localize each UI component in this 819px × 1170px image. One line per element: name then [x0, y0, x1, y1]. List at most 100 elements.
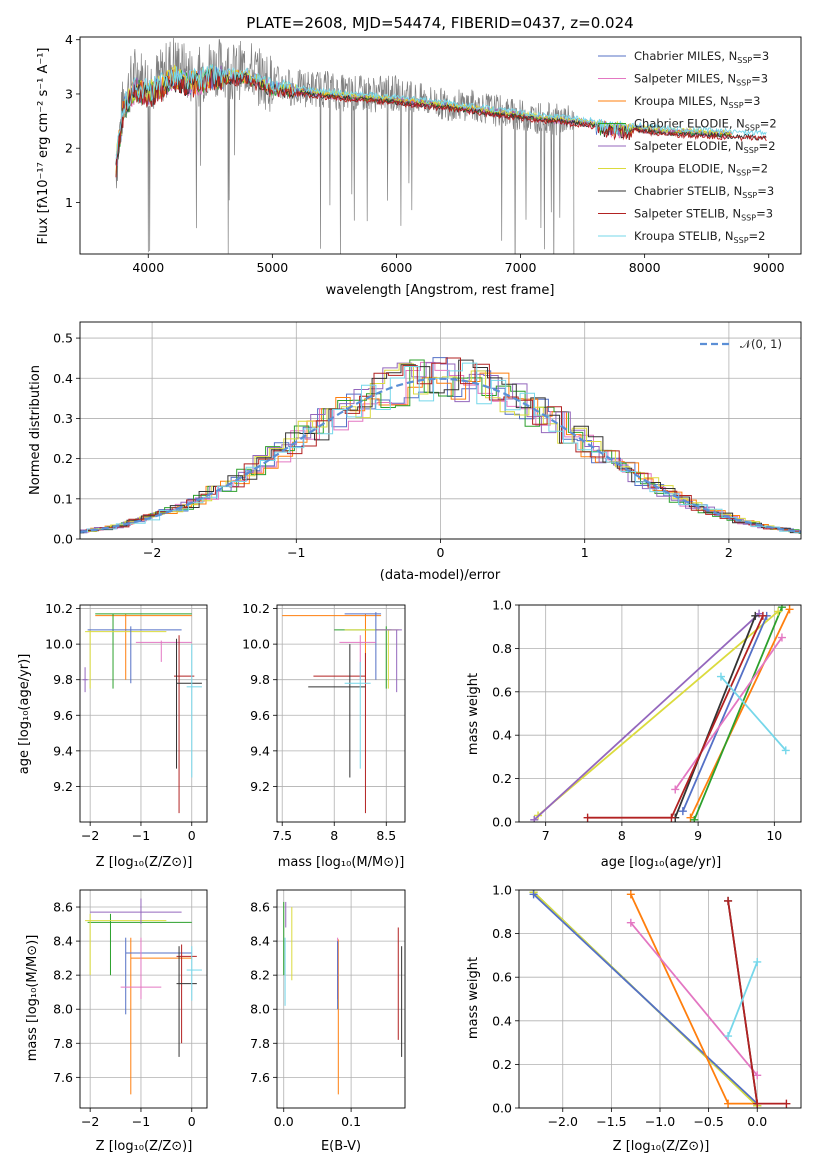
ebv-mass-plot-area — [283, 901, 403, 1095]
weight-line — [693, 606, 783, 821]
mass-age-xtick-label: 8 — [330, 828, 338, 843]
z-mass-xtick-label: −1 — [132, 1114, 150, 1129]
residuals-plot-area — [80, 357, 801, 534]
legend-entry: Kroupa MILES, NSSP=3 — [634, 94, 760, 110]
mass-age-xlabel: mass [log₁₀(M/M⊙)] — [278, 855, 405, 870]
residuals-xtick-label: 1 — [581, 545, 589, 560]
legend-entry: Chabrier ELODIE, NSSP=2 — [634, 117, 777, 133]
chart-title: PLATE=2608, MJD=54474, FIBERID=0437, z=0… — [246, 14, 633, 32]
z-mass-ytick-label: 7.8 — [53, 1036, 73, 1051]
weight-line — [674, 636, 783, 791]
mass-age-ytick-label: 9.2 — [250, 779, 270, 794]
weight-marker — [724, 1099, 733, 1108]
residuals-frame — [79, 321, 802, 540]
legend-entry: Kroupa ELODIE, NSSP=2 — [634, 162, 768, 178]
mass-age-ytick-label: 10.0 — [242, 637, 270, 652]
z-age-axes: −2 −1 0 9.2 9.4 9.6 9.8 10.0 10.2 — [45, 601, 207, 843]
z-weight-xtick-label: −1.0 — [645, 1114, 675, 1129]
age-weight-ytick-label: 0.8 — [492, 641, 512, 656]
weight-marker — [774, 607, 783, 616]
age-weight-ytick-label: 0.6 — [492, 684, 512, 699]
weight-marker — [583, 813, 592, 822]
ebv-mass-ytick-label: 7.8 — [250, 1036, 270, 1051]
weight-marker — [690, 815, 699, 822]
weight-marker — [753, 1099, 762, 1108]
spectrum-xtick-label: 4000 — [132, 260, 164, 275]
z-age-plot-area — [82, 613, 202, 814]
age-weight-ylabel: mass weight — [466, 673, 481, 755]
mass-age-xtick-label: 8.5 — [376, 828, 396, 843]
weight-marker — [777, 605, 786, 612]
z-weight-ytick-label: 0.6 — [492, 970, 512, 985]
z-age-xlabel: Z [log₁₀(Z/Z⊙)] — [96, 855, 193, 870]
residuals-xtick-label: 0 — [437, 545, 445, 560]
weight-line — [674, 615, 757, 819]
age-weight-plot-area — [530, 605, 794, 822]
age-weight-xtick-label: 8 — [618, 828, 626, 843]
weight-marker — [751, 611, 760, 620]
age-weight-xtick-label: 7 — [542, 828, 550, 843]
z-weight-ytick-label: 0.0 — [492, 1101, 512, 1116]
z-mass-ytick-label: 8.4 — [53, 934, 73, 949]
z-mass-axes: −2 −1 0 7.6 7.8 8.0 8.2 8.4 8.6 — [53, 890, 207, 1129]
spectrum-legend: Chabrier MILES, NSSP=3 Salpeter MILES, NS… — [598, 49, 777, 245]
weight-marker — [724, 1032, 733, 1041]
weight-marker — [671, 785, 680, 794]
z-mass-ytick-label: 8.2 — [53, 968, 73, 983]
ebv-mass-xtick-label: 0.1 — [341, 1114, 361, 1129]
residuals-axes: −2 −1 0 1 2 0.0 0.1 0.2 0.3 0.4 0.5 — [53, 322, 801, 560]
z-mass-ytick-label: 8.0 — [53, 1002, 73, 1017]
legend-entry: Salpeter STELIB, NSSP=3 — [634, 207, 773, 223]
weight-marker — [753, 1071, 762, 1080]
z-mass-ytick-label: 8.6 — [53, 900, 73, 915]
z-weight-plot-area — [529, 890, 791, 1108]
z-age-ytick-label: 10.2 — [45, 601, 73, 616]
spectrum-frame — [79, 36, 802, 255]
weight-line — [682, 615, 768, 812]
ebv-mass-xlabel: E(B-V) — [321, 1139, 361, 1154]
spectrum-ylabel: Flux [fλ10⁻¹⁷ erg cm⁻² s⁻¹ A⁻¹] — [36, 48, 51, 245]
mass-age-ytick-label: 10.2 — [242, 601, 270, 616]
spectrum-data-line — [115, 37, 575, 254]
weight-marker — [667, 813, 676, 822]
residuals-ytick-label: 0.1 — [53, 491, 73, 506]
residuals-ytick-label: 0.0 — [53, 532, 73, 547]
spectrum-model-line — [115, 69, 767, 178]
z-age-xtick-label: −1 — [132, 828, 150, 843]
z-mass-ytick-label: 7.6 — [53, 1070, 73, 1085]
residual-histogram — [80, 362, 801, 534]
residual-histogram — [80, 362, 801, 533]
weight-marker — [626, 890, 635, 899]
weight-line — [720, 676, 787, 751]
z-weight-ytick-label: 1.0 — [492, 883, 512, 898]
z-age-ytick-label: 9.6 — [53, 708, 73, 723]
age-weight-xtick-label: 9 — [694, 828, 702, 843]
spectrum-xtick-label: 7000 — [505, 260, 537, 275]
z-age-ylabel: age [log₁₀(age/yr)] — [17, 654, 32, 775]
weight-marker — [530, 815, 539, 822]
legend-entry: Salpeter ELODIE, NSSP=2 — [634, 139, 776, 155]
z-age-xtick-label: −2 — [81, 828, 99, 843]
residuals-xtick-label: −1 — [287, 545, 305, 560]
legend-entry: Salpeter MILES, NSSP=3 — [634, 72, 768, 88]
z-age-xtick-label: 0 — [188, 828, 196, 843]
ebv-mass-frame — [276, 889, 406, 1109]
spectrum-xtick-label: 8000 — [629, 260, 661, 275]
z-mass-xtick-label: 0 — [188, 1114, 196, 1129]
spectrum-ytick-label: 1 — [65, 195, 73, 210]
z-weight-ytick-label: 0.4 — [492, 1013, 512, 1028]
age-weight-xtick-label: 10 — [766, 828, 782, 843]
age-weight-ytick-label: 1.0 — [492, 598, 512, 613]
weight-marker — [782, 1099, 791, 1108]
weight-marker — [753, 957, 762, 966]
spectrum-model-line — [115, 64, 767, 160]
spectrum-xtick-label: 9000 — [753, 260, 785, 275]
z-age-ytick-label: 9.2 — [53, 779, 73, 794]
weight-line — [689, 608, 791, 819]
ebv-mass-ytick-label: 7.6 — [250, 1070, 270, 1085]
ebv-mass-axes: 0.0 0.1 7.6 7.8 8.0 8.2 8.4 8.6 — [250, 890, 405, 1129]
mass-age-ytick-label: 9.8 — [250, 672, 270, 687]
z-mass-ylabel: mass [log₁₀(M/M⊙)] — [25, 935, 40, 1062]
legend-entry: Chabrier STELIB, NSSP=3 — [634, 184, 774, 200]
